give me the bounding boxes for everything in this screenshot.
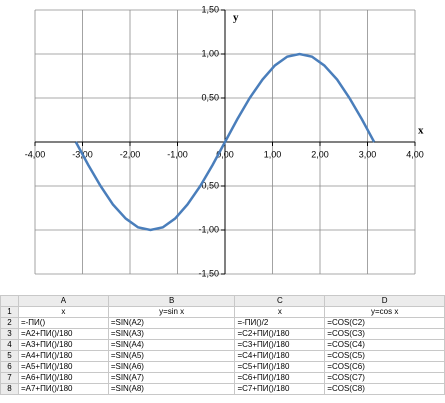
row-header: 8 xyxy=(0,383,19,395)
sheet-row: 3 =A2+ПИ()/180 =SIN(A3) =C2+ПИ()/180 =COS(C3… xyxy=(0,328,445,340)
cell: =COS(C6) xyxy=(324,361,445,373)
row-header: 6 xyxy=(0,361,19,373)
cell: =C2+ПИ()/180 xyxy=(234,328,326,340)
x-tick-label: 1,00 xyxy=(264,149,282,159)
row-header: 4 xyxy=(0,339,19,351)
cell: =SIN(A3) xyxy=(107,328,236,340)
sheet-row: 4 =A3+ПИ()/180 =SIN(A4) =C3+ПИ()/180 =COS(C4… xyxy=(0,339,445,351)
cell: =COS(C4) xyxy=(324,339,445,351)
sheet-row: 6 =A5+ПИ()/180 =SIN(A6) =C5+ПИ()/180 =COS(C6… xyxy=(0,361,445,373)
cell: =A4+ПИ()/180 xyxy=(17,350,109,362)
cell: =COS(C7) xyxy=(324,372,445,384)
cell: =A7+ПИ()/180 xyxy=(17,383,109,395)
cell: y=cos x xyxy=(324,306,445,318)
sheet-row: 7 =A6+ПИ()/180 =SIN(A7) =C6+ПИ()/180 =COS(C7… xyxy=(0,372,445,384)
cell: =C3+ПИ()/180 xyxy=(234,339,326,351)
sheet-row: 2 =-ПИ() =SIN(A2) =-ПИ()/2 =COS(C2) xyxy=(0,317,445,329)
cell: =-ПИ() xyxy=(17,317,109,329)
cell: =COS(C3) xyxy=(324,328,445,340)
cell: =C5+ПИ()/180 xyxy=(234,361,326,373)
spreadsheet: A B C D 1 x y=sin x x y=cos x 2 =-ПИ() =SIN(A2) =-ПИ… xyxy=(0,295,445,395)
column-header: B xyxy=(107,295,236,307)
cell: =SIN(A7) xyxy=(107,372,236,384)
cell: =SIN(A2) xyxy=(107,317,236,329)
chart: x y -4,00 -3,00 -2,00 -1,00 0,00 1,00 2,00 3,00… xyxy=(25,4,424,278)
column-header: D xyxy=(324,295,445,307)
row-header: 3 xyxy=(0,328,19,340)
sheet-row: 5 =A4+ПИ()/180 =SIN(A5) =C4+ПИ()/180 =COS(C5… xyxy=(0,350,445,362)
x-tick-label: 3,00 xyxy=(359,149,377,159)
y-tick-label: 1,50 xyxy=(201,4,219,14)
x-tick-label: 2,00 xyxy=(311,149,329,159)
sine-curve xyxy=(74,52,376,232)
x-axis-label: x xyxy=(418,125,424,137)
cell: =COS(C2) xyxy=(324,317,445,329)
row-header: 5 xyxy=(0,350,19,362)
cell: x xyxy=(17,306,109,318)
cell: =A3+ПИ()/180 xyxy=(17,339,109,351)
cell: y=sin x xyxy=(107,306,236,318)
cell: =C6+ПИ()/180 xyxy=(234,372,326,384)
y-tick-label: -1,50 xyxy=(198,268,219,278)
cell: x xyxy=(234,306,326,318)
cell: =COS(C5) xyxy=(324,350,445,362)
cell: =C4+ПИ()/180 xyxy=(234,350,326,362)
cell: =A6+ПИ()/180 xyxy=(17,372,109,384)
y-tick-label: 0,50 xyxy=(201,92,219,102)
cell: =A2+ПИ()/180 xyxy=(17,328,109,340)
cell: =SIN(A6) xyxy=(107,361,236,373)
cell: =COS(C8) xyxy=(324,383,445,395)
cell: =SIN(A4) xyxy=(107,339,236,351)
row-header: 1 xyxy=(0,306,19,318)
x-tick-label: -1,00 xyxy=(167,149,188,159)
corner-cell xyxy=(0,295,19,307)
row-header: 2 xyxy=(0,317,19,329)
x-tick-label: -4,00 xyxy=(25,149,46,159)
y-axis-label: y xyxy=(233,12,239,24)
x-tick-label: 4,00 xyxy=(406,149,424,159)
y-tick-label: 1,00 xyxy=(201,48,219,58)
cell: =SIN(A5) xyxy=(107,350,236,362)
column-header: A xyxy=(17,295,109,307)
column-header: C xyxy=(234,295,326,307)
cell: =A5+ПИ()/180 xyxy=(17,361,109,373)
cell: =C7+ПИ()/180 xyxy=(234,383,326,395)
sheet-row: 1 x y=sin x x y=cos x xyxy=(0,306,445,318)
sheet-row: 8 =A7+ПИ()/180 =SIN(A8) =C7+ПИ()/180 =COS(C8… xyxy=(0,383,445,395)
row-header: 7 xyxy=(0,372,19,384)
y-tick-label: -1,00 xyxy=(198,224,219,234)
x-tick-label: -2,00 xyxy=(120,149,141,159)
y-tick-label: -0,50 xyxy=(198,180,219,190)
cell: =SIN(A8) xyxy=(107,383,236,395)
cell: =-ПИ()/2 xyxy=(234,317,326,329)
